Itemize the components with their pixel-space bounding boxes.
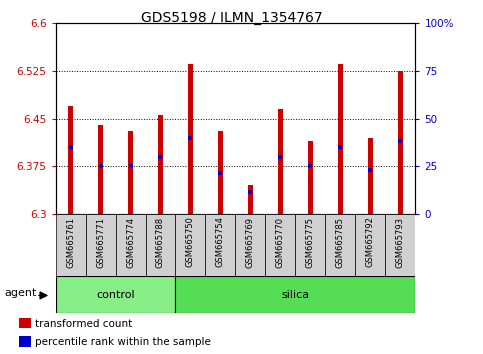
Text: GSM665792: GSM665792: [366, 217, 375, 268]
Bar: [56, 276, 175, 313]
Text: GSM665770: GSM665770: [276, 217, 285, 268]
Text: GSM665750: GSM665750: [186, 217, 195, 268]
Text: agent: agent: [4, 288, 37, 298]
Text: GSM665788: GSM665788: [156, 217, 165, 268]
Bar: [205, 214, 236, 276]
Text: GSM665761: GSM665761: [66, 217, 75, 268]
Bar: [19, 318, 30, 328]
Bar: [19, 336, 30, 347]
Bar: [278, 109, 283, 214]
Bar: [368, 138, 373, 214]
Bar: [115, 214, 145, 276]
Bar: [56, 214, 85, 276]
Bar: [385, 214, 415, 276]
Bar: [338, 64, 342, 214]
Bar: [175, 276, 415, 313]
Bar: [145, 214, 175, 276]
Bar: [248, 185, 253, 214]
Bar: [68, 106, 73, 214]
Bar: [296, 214, 326, 276]
Text: GSM665775: GSM665775: [306, 217, 315, 268]
Text: GSM665793: GSM665793: [396, 217, 405, 268]
Text: GSM665774: GSM665774: [126, 217, 135, 268]
Bar: [175, 214, 205, 276]
Bar: [218, 131, 223, 214]
Bar: [128, 131, 133, 214]
Text: control: control: [96, 290, 135, 300]
Bar: [158, 115, 163, 214]
Bar: [355, 214, 385, 276]
Bar: [308, 141, 313, 214]
Text: percentile rank within the sample: percentile rank within the sample: [35, 337, 211, 347]
Text: GSM665769: GSM665769: [246, 217, 255, 268]
Text: GDS5198 / ILMN_1354767: GDS5198 / ILMN_1354767: [141, 11, 323, 25]
Bar: [398, 71, 403, 214]
Bar: [188, 64, 193, 214]
Text: silica: silica: [282, 290, 310, 300]
Text: GSM665785: GSM665785: [336, 217, 345, 268]
Text: transformed count: transformed count: [35, 319, 132, 329]
Bar: [266, 214, 296, 276]
Bar: [98, 125, 103, 214]
Text: GSM665754: GSM665754: [216, 217, 225, 268]
Bar: [326, 214, 355, 276]
Text: GSM665771: GSM665771: [96, 217, 105, 268]
Bar: [85, 214, 115, 276]
Bar: [236, 214, 266, 276]
